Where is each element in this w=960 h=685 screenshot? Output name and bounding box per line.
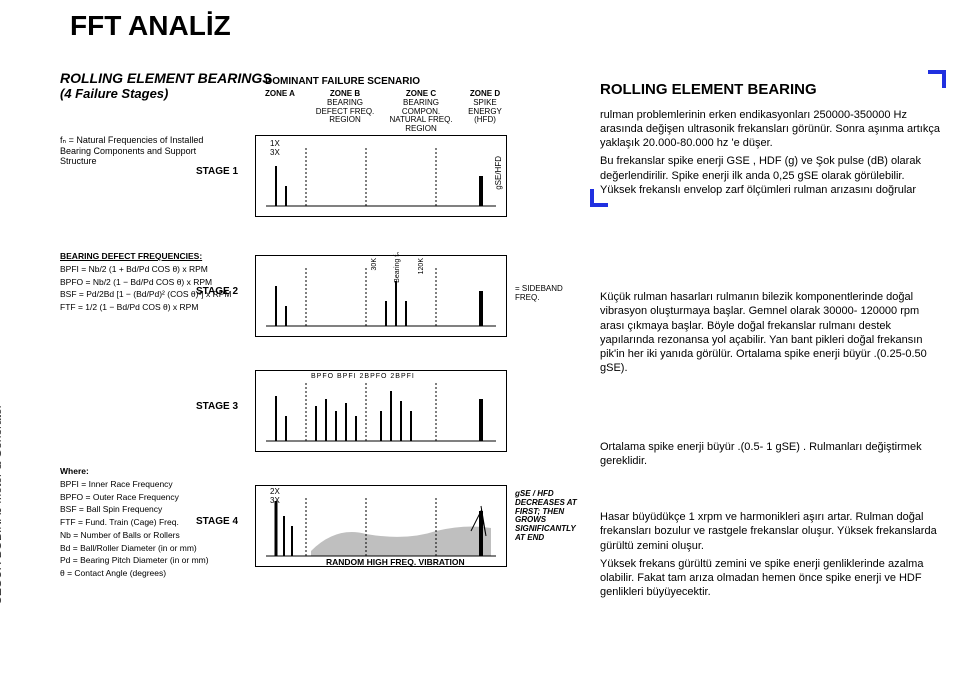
right-block-4: Hasar büyüdükçe 1 xrpm ve harmonikleri a… [600, 510, 940, 604]
bdf-block: BEARING DEFECT FREQUENCIES: BPFI = Nb/2 … [60, 250, 250, 314]
zone-d-desc: SPIKE ENERGY (HFD) [460, 99, 510, 125]
stage2-120k: 120K [418, 258, 426, 274]
stage2-sideband: = SIDEBAND FREQ. [515, 285, 575, 303]
bdf-title: BEARING DEFECT FREQUENCIES: [60, 250, 250, 263]
stage3-box: STAGE 3 BPFO BPFI 2BPFO 2BPFI [255, 370, 507, 452]
right-block-1: ROLLING ELEMENT BEARING rulman problemle… [600, 80, 940, 201]
stage2-30k: 30K [371, 258, 379, 270]
stage2-bearing-fn: Bearing fₙ [394, 252, 402, 283]
zone-b: ZONE B BEARING DEFECT FREQ. REGION [310, 90, 380, 125]
bdf-line-2: BSF = Pd/2Bd [1 − (Bd/Pd)² (COS θ)²] x R… [60, 288, 250, 301]
zone-c-desc: BEARING COMPON. NATURAL FREQ. REGION [385, 99, 457, 134]
where-line-1: BPFO = Outer Race Frequency [60, 491, 250, 504]
zone-d: ZONE D SPIKE ENERGY (HFD) [460, 90, 510, 125]
right-b3-p0: Ortalama spike enerji büyür .(0.5- 1 gSE… [600, 440, 940, 469]
dominant-label: DOMINANT FAILURE SCENARIO [265, 76, 420, 87]
where-block: Where: BPFI = Inner Race Frequency BPFO … [60, 465, 250, 580]
fn-note: fₙ = Natural Frequencies of Installed Be… [60, 135, 230, 166]
right-b1-p1: Bu frekanslar spike enerji GSE , HDF (g)… [600, 154, 940, 197]
bearing-diagram: ROLLING ELEMENT BEARINGS (4 Failure Stag… [60, 70, 580, 660]
bdf-line-1: BPFO = Nb/2 (1 − Bd/Pd COS θ) x RPM [60, 276, 250, 289]
right-block-3: Ortalama spike enerji büyür .(0.5- 1 gSE… [600, 440, 940, 473]
stage2-box: STAGE 2 30K Bearing fₙ 120K [255, 255, 507, 337]
right-b4-p0: Hasar büyüdükçe 1 xrpm ve harmonikleri a… [600, 510, 940, 553]
where-line-6: Pd = Bearing Pitch Diameter (in or mm) [60, 554, 250, 567]
stage1-right-label: gSE/HFD [495, 156, 504, 190]
stage1-left-ticks: 1X 3X [270, 140, 280, 158]
stage1-label: STAGE 1 [196, 166, 238, 177]
stage3-label: STAGE 3 [196, 401, 238, 412]
right-block-2: Küçük rulman hasarları rulmanın bilezik … [600, 290, 940, 380]
stage1-box: STAGE 1 1X 3X gSE/HFD [255, 135, 507, 217]
right-b1-p0: rulman problemlerinin erken endikasyonla… [600, 108, 940, 151]
stage4-random-label: RANDOM HIGH FREQ. VIBRATION [326, 558, 465, 567]
corner-icon [928, 70, 946, 88]
vertical-company-label: ÖZGÜR BOBİNAJ Motor & Generatör [0, 404, 4, 605]
where-line-5: Bd = Ball/Roller Diameter (in or mm) [60, 542, 250, 555]
where-title: Where: [60, 465, 250, 478]
right-b2-p0: Küçük rulman hasarları rulmanın bilezik … [600, 290, 940, 376]
stage3-peaks: BPFO BPFI 2BPFO 2BPFI [311, 373, 415, 381]
zone-c: ZONE C BEARING COMPON. NATURAL FREQ. REG… [385, 90, 457, 134]
where-line-3: FTF = Fund. Train (Cage) Freq. [60, 516, 250, 529]
stage4-side-note: gSE / HFD DECREASES AT FIRST; THEN GROWS… [515, 490, 585, 543]
zone-a-title: ZONE A [260, 90, 300, 99]
where-line-2: BSF = Ball Spin Frequency [60, 503, 250, 516]
where-line-0: BPFI = Inner Race Frequency [60, 478, 250, 491]
bdf-line-3: FTF = 1/2 (1 − Bd/Pd COS θ) x RPM [60, 301, 250, 314]
where-line-4: Nb = Number of Balls or Rollers [60, 529, 250, 542]
corner-icon [590, 189, 608, 207]
right-title: ROLLING ELEMENT BEARING [600, 80, 940, 100]
zone-b-desc: BEARING DEFECT FREQ. REGION [310, 99, 380, 125]
stage4-left-ticks: 2X 3X [270, 488, 280, 506]
right-b4-p1: Yüksek frekans gürültü zemini ve spike e… [600, 557, 940, 600]
page-title: FFT ANALİZ [70, 10, 231, 42]
bdf-line-0: BPFI = Nb/2 (1 + Bd/Pd COS θ) x RPM [60, 263, 250, 276]
stage4-box: STAGE 4 2X 3X RANDOM HIGH FREQ. VIBRATIO… [255, 485, 507, 567]
where-line-7: θ = Contact Angle (degrees) [60, 567, 250, 580]
